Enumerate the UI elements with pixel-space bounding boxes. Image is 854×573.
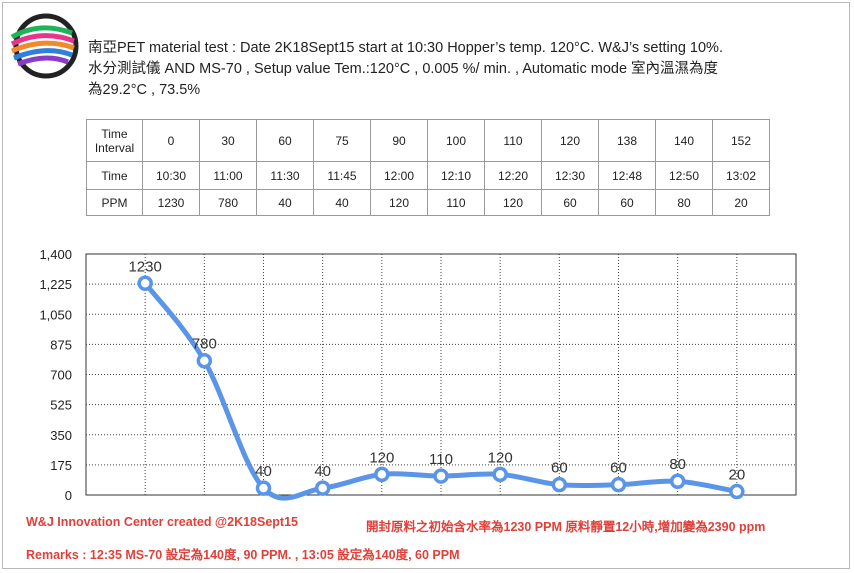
- interval-cell: 30: [199, 119, 257, 162]
- description-line-2: 水分測試儀 AND MS-70 , Setup value Tem.:120°C…: [88, 61, 719, 77]
- ppm-cell: 120: [370, 189, 428, 216]
- interval-cell: 60: [256, 119, 314, 162]
- interval-cell: 75: [313, 119, 371, 162]
- time-cell: 12:00: [370, 161, 428, 190]
- data-point: [729, 483, 745, 500]
- header-ppm: PPM: [86, 189, 143, 216]
- data-point: [610, 476, 627, 493]
- description-line-1: 南亞PET material test : Date 2K18Sept15 st…: [88, 40, 723, 56]
- interval-cell: 0: [142, 119, 200, 162]
- time-cell: 11:00: [199, 161, 257, 190]
- time-cell: 12:50: [655, 161, 713, 190]
- test-description: 南亞PET material test : Date 2K18Sept15 st…: [88, 38, 828, 101]
- data-label: 20: [728, 467, 745, 484]
- interval-cell: 90: [370, 119, 428, 162]
- interval-cell: 110: [484, 119, 542, 162]
- ppm-cell: 110: [427, 189, 485, 216]
- data-label: 120: [488, 449, 513, 466]
- data-point: [137, 275, 153, 292]
- y-tick-label: 525: [50, 398, 72, 413]
- data-point: [196, 352, 213, 369]
- y-tick-label: 875: [50, 337, 72, 352]
- data-label: 780: [192, 336, 217, 353]
- table-row-ppm: PPM 1230 780 40 40 120 110 120 60 60 80 20: [86, 189, 770, 216]
- interval-cell: 138: [598, 119, 656, 162]
- ppm-cell: 60: [598, 189, 656, 216]
- header-time-interval: Time Interval: [86, 119, 143, 162]
- y-tick-label: 1,400: [39, 247, 72, 262]
- data-point: [314, 480, 331, 496]
- y-tick-label: 1,050: [39, 307, 72, 322]
- time-cell: 12:30: [541, 161, 599, 190]
- time-cell: 12:10: [427, 161, 485, 190]
- ppm-series-line: [142, 280, 740, 501]
- y-tick-label: 350: [50, 428, 72, 443]
- ppm-cell: 1230: [142, 189, 200, 216]
- interval-cell: 152: [712, 119, 770, 162]
- time-cell: 13:02: [712, 161, 770, 190]
- ppm-cell: 780: [199, 189, 257, 216]
- data-label: 120: [369, 449, 394, 466]
- time-cell: 12:20: [484, 161, 542, 190]
- data-label: 40: [255, 463, 272, 480]
- time-cell: 12:48: [598, 161, 656, 190]
- table-row-time: Time 10:30 11:00 11:30 11:45 12:00 12:10 12:20…: [86, 161, 770, 190]
- header-time: Time: [86, 161, 143, 190]
- data-point: [255, 480, 272, 496]
- header-time-interval-label: Time Interval: [94, 126, 135, 155]
- ppm-line-chart: 0 175 350 525 700 875 1,050 1,225 1,400 1230 780 4…: [39, 247, 797, 503]
- y-tick-label: 175: [50, 458, 72, 473]
- initial-moisture-note: 開封原料之初始含水率為1230 PPM 原料靜置12小時,增加變為2390 pp…: [366, 520, 766, 534]
- ppm-cell: 40: [256, 189, 314, 216]
- ppm-cell: 20: [712, 189, 770, 216]
- y-tick-label: 0: [65, 488, 72, 503]
- data-label: 110: [429, 451, 453, 468]
- ppm-cell: 60: [541, 189, 599, 216]
- interval-cell: 140: [655, 119, 713, 162]
- description-line-3: 為29.2°C , 73.5%: [88, 82, 201, 98]
- ppm-cell: 80: [655, 189, 713, 216]
- ppm-cell: 40: [313, 189, 371, 216]
- data-label: 40: [314, 463, 331, 480]
- y-tick-label: 700: [50, 368, 72, 383]
- time-cell: 10:30: [142, 161, 200, 190]
- data-label: 60: [610, 460, 627, 477]
- data-point: [669, 473, 686, 489]
- time-cell: 11:45: [313, 161, 371, 190]
- measurement-table: Time Interval 0 30 60 75 90 100 110 120 138 140 15…: [86, 119, 770, 216]
- interval-cell: 100: [427, 119, 485, 162]
- created-by-text: W&J Innovation Center created @2K18Sept1…: [26, 515, 298, 529]
- ppm-cell: 120: [484, 189, 542, 216]
- data-point: [551, 476, 568, 493]
- data-label: 80: [669, 456, 686, 473]
- data-label: 1230: [128, 258, 161, 275]
- rainbow-circle-logo-icon: [10, 13, 79, 79]
- y-tick-label: 1,225: [39, 277, 72, 292]
- data-point: [433, 468, 449, 484]
- interval-cell: 120: [541, 119, 599, 162]
- time-cell: 11:30: [256, 161, 314, 190]
- table-row-interval: Time Interval 0 30 60 75 90 100 110 120 138 140 15…: [86, 119, 770, 162]
- data-point: [492, 466, 508, 483]
- remarks-text: Remarks : 12:35 MS-70 設定為140度, 90 PPM. ,…: [26, 548, 460, 562]
- data-point: [374, 466, 390, 483]
- data-label: 60: [551, 460, 568, 477]
